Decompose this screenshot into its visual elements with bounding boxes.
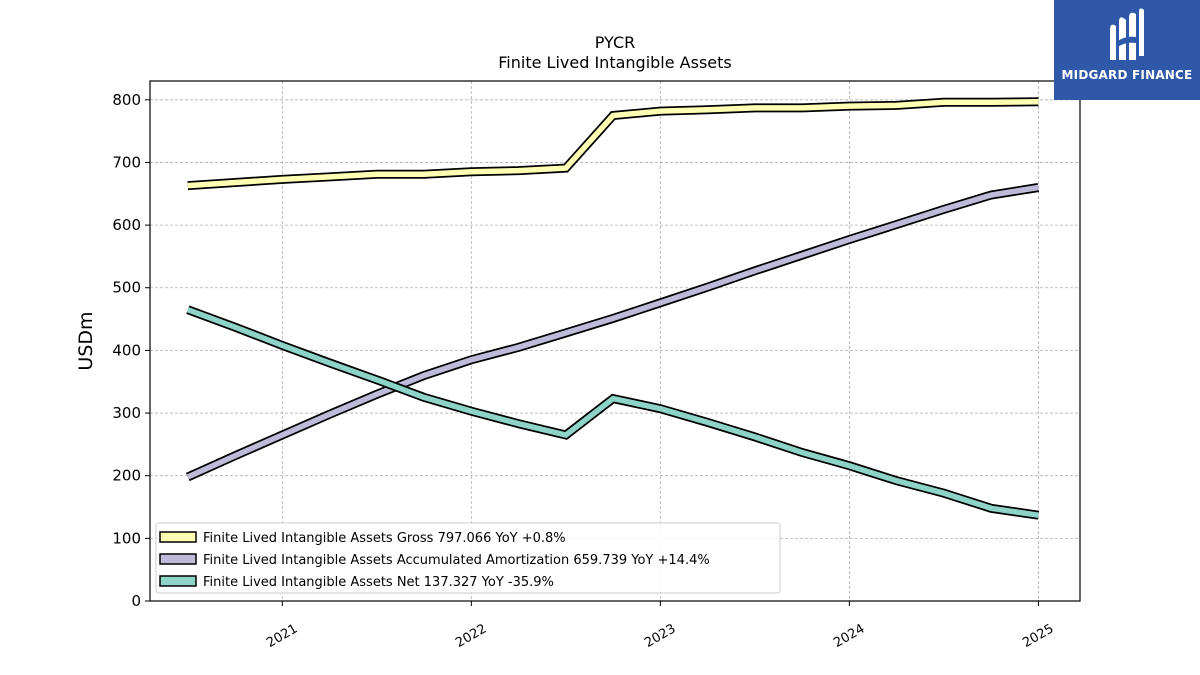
x-tick-label: 2022	[453, 621, 489, 651]
legend-entry-2: Finite Lived Intangible Assets Accumulat…	[159, 553, 710, 568]
legend-swatch	[159, 575, 197, 587]
y-tick-label: 800	[112, 91, 141, 109]
series-line-2	[185, 183, 1040, 482]
y-tick-label: 400	[112, 341, 141, 359]
legend-label: Finite Lived Intangible Assets Net 137.3…	[203, 575, 554, 590]
y-tick-label: 100	[112, 529, 141, 547]
x-tick-label: 2024	[831, 621, 867, 651]
series-line-fill	[187, 98, 1039, 189]
y-tick-label: 200	[112, 467, 141, 485]
y-tick-label: 0	[131, 592, 141, 610]
series-line-1	[187, 97, 1039, 191]
legend-box	[155, 522, 781, 594]
y-tick-label: 500	[112, 279, 141, 297]
legend-entry-3: Finite Lived Intangible Assets Net 137.3…	[159, 575, 554, 590]
y-tick-label: 300	[112, 404, 141, 422]
x-tick-label: 2025	[1020, 621, 1056, 651]
y-axis-label: USDm	[75, 311, 97, 370]
midgard-logo-mark-icon	[1110, 8, 1144, 61]
logo-text: MIDGARD FINANCE	[1061, 68, 1193, 82]
legend-label: Finite Lived Intangible Assets Gross 797…	[203, 531, 566, 546]
tick-layer: 0 100 200 300 400 500 600 700 800 2021 2022 2023 202…	[112, 91, 1056, 651]
legend-swatch	[159, 553, 197, 565]
y-tick-label: 700	[112, 153, 141, 171]
series-line-fill	[186, 307, 1039, 518]
midgard-finance-logo: MIDGARD FINANCE	[1054, 0, 1200, 100]
x-tick-label: 2023	[642, 621, 678, 651]
legend-entry-1: Finite Lived Intangible Assets Gross 797…	[159, 531, 566, 546]
x-tick-label: 2021	[264, 621, 300, 651]
chart-title: PYCR	[595, 33, 635, 52]
legend: Finite Lived Intangible Assets Gross 797…	[155, 522, 781, 594]
y-tick-label: 600	[112, 216, 141, 234]
series-layer	[185, 97, 1040, 520]
chart-subtitle: Finite Lived Intangible Assets	[498, 53, 731, 72]
series-line-3	[186, 305, 1040, 520]
legend-label: Finite Lived Intangible Assets Accumulat…	[203, 553, 710, 568]
legend-swatch	[159, 531, 197, 543]
series-line-fill	[186, 184, 1039, 480]
plot-frame	[149, 80, 1081, 602]
series-line-outline	[185, 183, 1040, 482]
